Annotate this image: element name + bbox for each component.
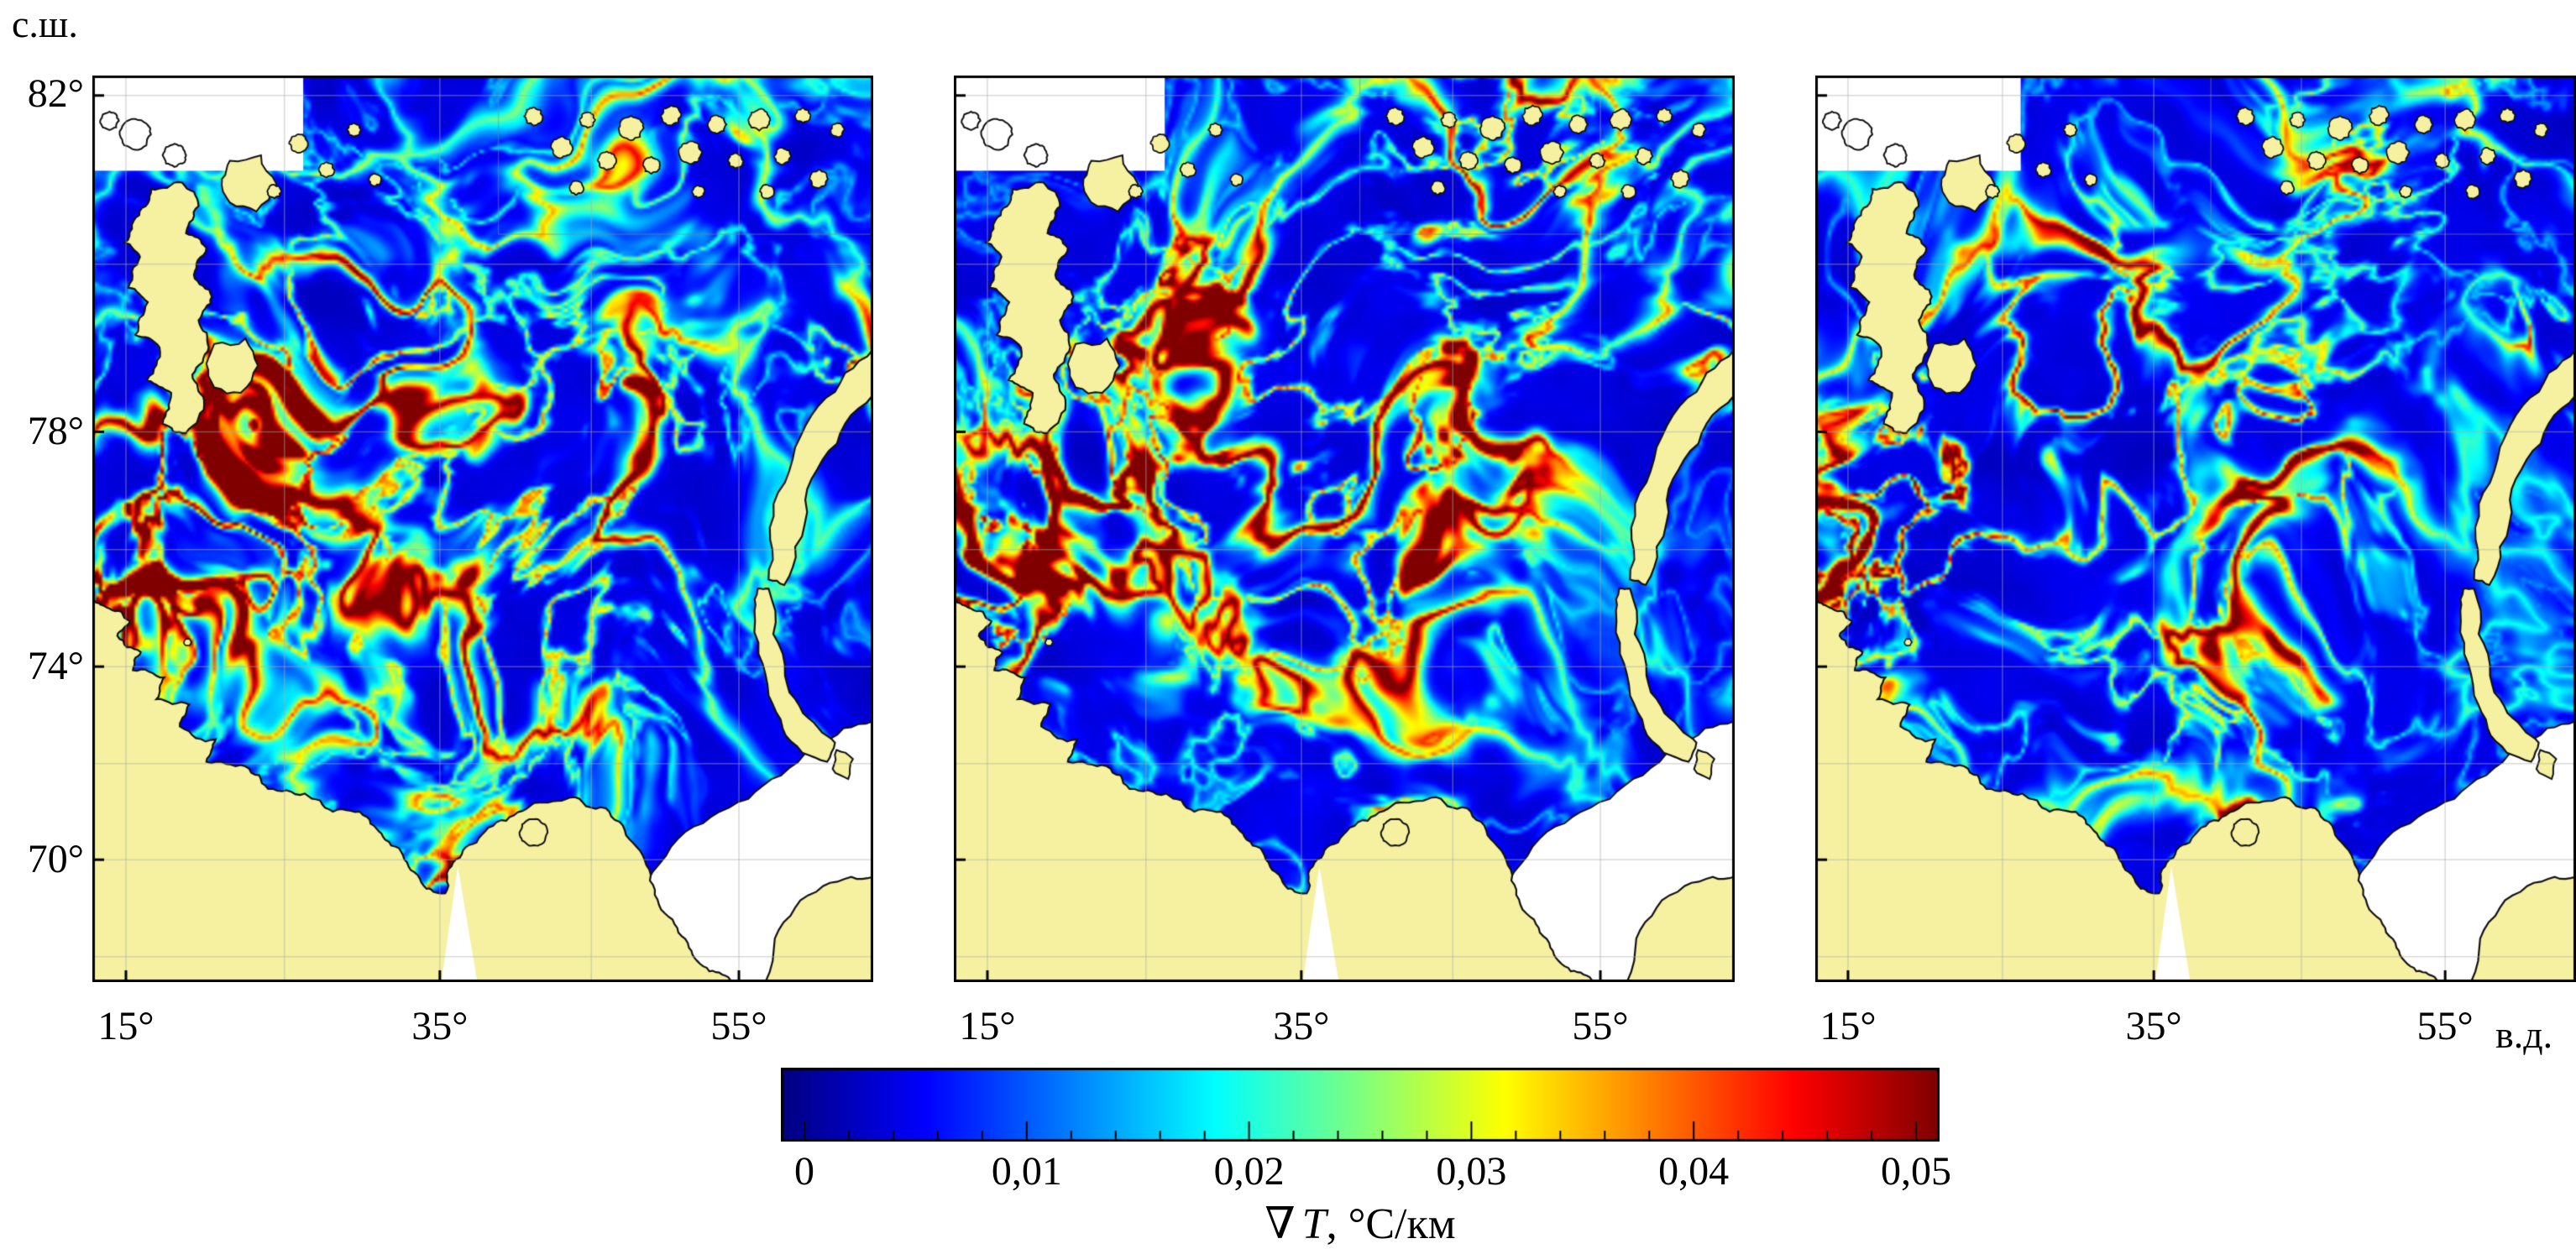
units-label: , °С/км xyxy=(1327,1200,1456,1248)
x-tick-35: 35° xyxy=(2126,1003,2182,1049)
colorbar-tick-003: 0,03 xyxy=(1436,1148,1506,1194)
colorbar-tick-001: 0,01 xyxy=(992,1148,1062,1194)
x-tick-55: 55° xyxy=(1572,1003,1628,1049)
colorbar-tick-005: 0,05 xyxy=(1881,1148,1951,1194)
map-panel-1: 15° 35° 55° xyxy=(92,76,873,982)
colorbar-title: ∇T, °С/км xyxy=(781,1199,1940,1249)
x-tick-35: 35° xyxy=(411,1003,468,1049)
colorbar-gradient xyxy=(781,1068,1940,1142)
map-panel-3: 15° 35° 55° xyxy=(1815,76,2576,982)
map-canvas-2 xyxy=(954,76,1735,982)
y-tick-78: 78° xyxy=(0,408,84,454)
y-tick-70: 70° xyxy=(0,836,84,882)
colorbar-tick-0: 0 xyxy=(794,1148,814,1194)
colorbar-tick-004: 0,04 xyxy=(1658,1148,1729,1194)
map-canvas-3 xyxy=(1815,76,2576,982)
colorbar-tick-002: 0,02 xyxy=(1214,1148,1285,1194)
variable-symbol: T xyxy=(1302,1200,1327,1248)
colorbar: 0 0,01 0,02 0,03 0,04 0,05 ∇T, °С/км xyxy=(781,1068,1940,1249)
x-tick-15: 15° xyxy=(97,1003,154,1049)
y-tick-82: 82° xyxy=(0,71,84,117)
map-panel-2: 15° 35° 55° xyxy=(954,76,1735,982)
nabla-symbol: ∇ xyxy=(1264,1200,1295,1248)
x-tick-15: 15° xyxy=(1819,1003,1876,1049)
x-axis-title: в.д. xyxy=(2495,1012,2552,1057)
map-canvas-1 xyxy=(92,76,873,982)
y-axis-title: с.ш. xyxy=(12,2,78,46)
x-tick-55: 55° xyxy=(710,1003,767,1049)
x-tick-35: 35° xyxy=(1273,1003,1329,1049)
y-tick-74: 74° xyxy=(0,643,84,689)
x-tick-15: 15° xyxy=(959,1003,1015,1049)
x-tick-55: 55° xyxy=(2417,1003,2474,1049)
colorbar-tick-labels: 0 0,01 0,02 0,03 0,04 0,05 xyxy=(781,1142,1940,1197)
